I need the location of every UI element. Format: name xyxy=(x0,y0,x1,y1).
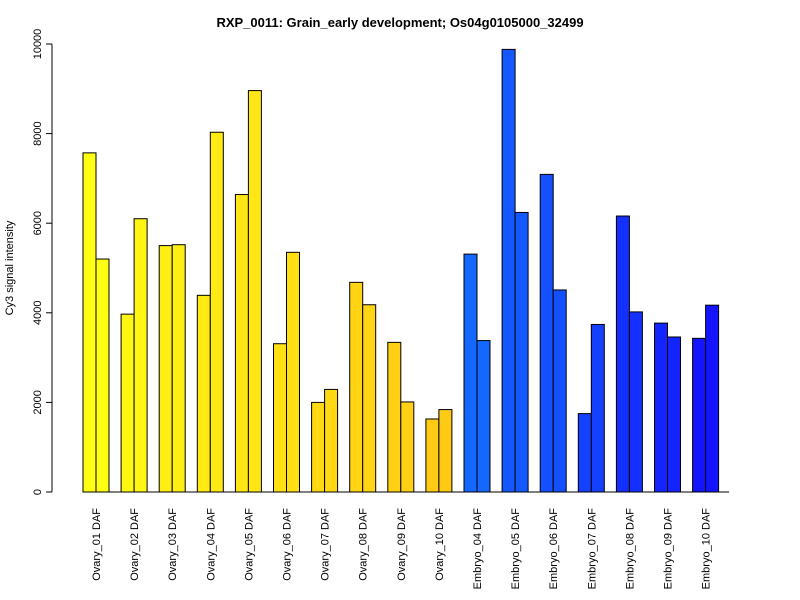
bar xyxy=(501,48,516,493)
bar xyxy=(438,409,453,493)
bar xyxy=(311,401,326,493)
bar xyxy=(667,336,681,493)
bar xyxy=(400,401,415,493)
bar xyxy=(82,152,97,493)
bar xyxy=(247,90,262,493)
bar xyxy=(615,215,630,493)
bar xyxy=(463,253,478,493)
x-tick-label: Embryo_09 DAF xyxy=(663,508,675,590)
bar xyxy=(196,294,211,493)
bar xyxy=(387,341,402,493)
x-tick-label: Ovary_05 DAF xyxy=(243,508,255,581)
x-tick-label: Embryo_05 DAF xyxy=(510,508,522,590)
bar xyxy=(234,194,249,493)
x-tick-label: Ovary_09 DAF xyxy=(396,508,408,581)
bar xyxy=(95,258,110,493)
bar xyxy=(273,343,287,493)
y-tick-label: 10000 xyxy=(32,29,44,60)
x-tick-label: Ovary_08 DAF xyxy=(358,508,370,581)
bar xyxy=(628,311,643,493)
x-axis: Ovary_01 DAF Ovary_02 DAF Ovary_03 DAF Ovar… xyxy=(83,491,729,590)
x-tick-label: Embryo_06 DAF xyxy=(548,508,560,590)
bar xyxy=(476,340,491,493)
y-tick-label: 6000 xyxy=(32,211,44,235)
bars-group xyxy=(82,48,720,493)
bar xyxy=(654,322,668,493)
y-axis-label: Cy3 signal intensity xyxy=(4,220,16,315)
x-tick-label: Ovary_03 DAF xyxy=(167,508,179,581)
x-tick-label: Embryo_08 DAF xyxy=(624,508,636,590)
bar xyxy=(590,323,605,493)
x-tick-label: Embryo_07 DAF xyxy=(586,508,598,590)
bar xyxy=(692,337,707,493)
x-tick-label: Embryo_04 DAF xyxy=(472,508,484,590)
bar xyxy=(552,289,567,493)
y-tick-label: 0 xyxy=(32,489,44,495)
x-tick-label: Ovary_04 DAF xyxy=(205,508,217,581)
y-tick-label: 2000 xyxy=(32,390,44,414)
bar xyxy=(133,218,148,493)
bar xyxy=(120,313,135,493)
x-tick-label: Ovary_01 DAF xyxy=(91,508,103,581)
y-tick-label: 8000 xyxy=(32,121,44,145)
y-axis: 0 2000 4000 6000 8000 10000 xyxy=(32,29,53,495)
chart-title: RXP_0011: Grain_early development; Os04g… xyxy=(216,15,583,30)
x-tick-label: Ovary_10 DAF xyxy=(434,508,446,581)
bar xyxy=(539,173,554,493)
bar xyxy=(514,211,529,493)
bar xyxy=(286,251,300,493)
bar xyxy=(425,418,440,493)
bar xyxy=(324,388,339,493)
x-tick-label: Ovary_02 DAF xyxy=(129,508,141,581)
x-tick-label: Ovary_06 DAF xyxy=(282,508,294,581)
x-tick-label: Ovary_07 DAF xyxy=(320,508,332,581)
bar xyxy=(158,245,173,493)
bar xyxy=(171,244,186,493)
bar xyxy=(705,304,720,493)
bar xyxy=(209,131,224,493)
bar xyxy=(349,281,364,493)
x-tick-label: Embryo_10 DAF xyxy=(701,508,713,590)
bar xyxy=(362,304,377,493)
bar xyxy=(577,413,592,493)
y-tick-label: 4000 xyxy=(32,301,44,325)
